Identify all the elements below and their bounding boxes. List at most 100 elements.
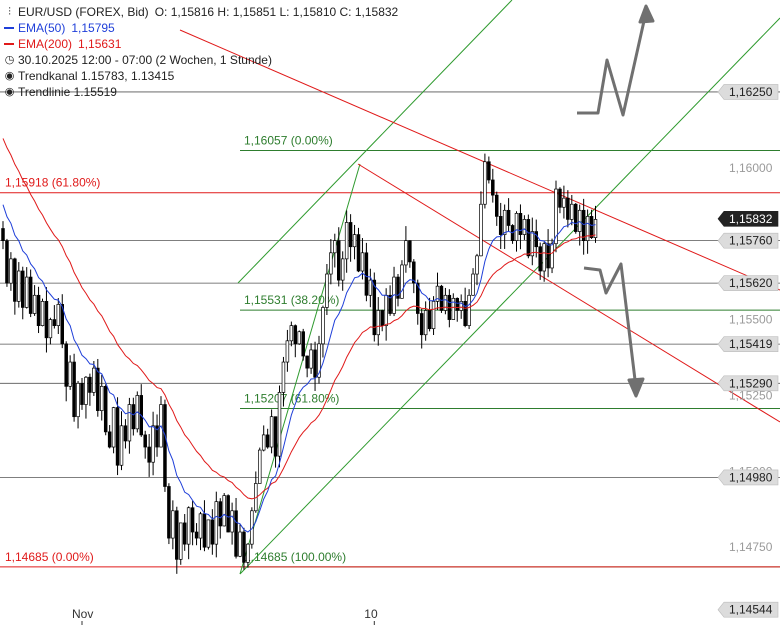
legend-trendlinie-row[interactable]: ◉ Trendlinie 1.15519 bbox=[4, 84, 398, 100]
candle-body bbox=[44, 301, 49, 339]
candle-body bbox=[577, 209, 582, 232]
legend-trendkanal: Trendkanal 1.15783, 1.13415 bbox=[18, 69, 175, 83]
legend-ema50-row[interactable]: EMA(50) 1,15795 bbox=[4, 20, 398, 36]
scenario-arrow-up bbox=[577, 4, 655, 117]
legend-trendkanal-row[interactable]: ◉ Trendkanal 1.15783, 1.13415 bbox=[4, 68, 398, 84]
ema200-line bbox=[2, 138, 596, 500]
candle-body bbox=[80, 382, 84, 405]
price-tag-label: 1,15832 bbox=[729, 212, 773, 226]
candle-body bbox=[206, 519, 211, 548]
candle-body bbox=[396, 276, 400, 299]
candle-body bbox=[502, 209, 507, 235]
candle-body bbox=[491, 179, 495, 196]
ema50-label: EMA(50) bbox=[18, 21, 66, 35]
candle-body bbox=[301, 331, 305, 357]
fib-level-label: 1,15531 (38.20%) bbox=[244, 293, 339, 307]
candle-body bbox=[570, 203, 574, 220]
candle-body bbox=[60, 304, 64, 345]
candle-body bbox=[107, 431, 112, 448]
candle-body bbox=[416, 282, 420, 314]
candle-body bbox=[143, 434, 147, 448]
price-tag-label: 1,15760 bbox=[729, 234, 773, 248]
candle-body bbox=[534, 231, 538, 248]
ema50-value: 1,15795 bbox=[71, 21, 115, 35]
candle-body bbox=[194, 531, 199, 539]
candles-group bbox=[1, 153, 598, 574]
candle-body bbox=[230, 510, 234, 533]
candle-body bbox=[423, 310, 428, 336]
candle-body bbox=[455, 297, 460, 311]
trendline-upper bbox=[179, 29, 780, 291]
candle-body bbox=[115, 407, 120, 466]
candle-body bbox=[297, 331, 302, 345]
candle-body bbox=[317, 343, 321, 378]
candle-body bbox=[5, 240, 9, 284]
candle-body bbox=[344, 222, 349, 260]
candle-body bbox=[329, 252, 333, 275]
candle-body bbox=[175, 510, 179, 560]
candle-body bbox=[155, 425, 159, 448]
price-tag-label: 1,14544 bbox=[729, 603, 773, 617]
ema50-swatch bbox=[4, 27, 14, 29]
candle-body bbox=[32, 294, 37, 314]
candle-body bbox=[48, 319, 53, 339]
candle-body bbox=[581, 209, 586, 242]
candle-body bbox=[68, 361, 72, 387]
price-tag-label: 1,15620 bbox=[729, 276, 773, 290]
legend-ema200-row[interactable]: EMA(200) 1,15631 bbox=[4, 36, 398, 52]
candle-body bbox=[538, 246, 542, 272]
candle-body bbox=[463, 301, 467, 326]
candle-body bbox=[163, 404, 167, 487]
candle-body bbox=[261, 434, 266, 451]
candle-body bbox=[210, 519, 215, 545]
candle-body bbox=[186, 507, 191, 545]
candle-body bbox=[305, 355, 309, 369]
y-axis-label: 1,16000 bbox=[729, 161, 773, 175]
candle-body bbox=[384, 294, 388, 326]
candle-body bbox=[546, 243, 550, 269]
candle-body bbox=[348, 222, 353, 248]
candle-body bbox=[40, 301, 45, 326]
candle-body bbox=[585, 216, 590, 242]
trendline-lower bbox=[357, 163, 780, 423]
candle-body bbox=[467, 294, 471, 326]
red-level-label: 1,14685 (0.00%) bbox=[5, 550, 94, 564]
candle-body bbox=[554, 188, 558, 245]
candle-body bbox=[9, 258, 13, 284]
candle-body bbox=[309, 349, 313, 369]
channel-connector-line bbox=[239, 163, 361, 575]
candle-body bbox=[222, 495, 226, 527]
candle-body bbox=[514, 212, 519, 242]
candle-body bbox=[522, 219, 527, 235]
candle-body bbox=[281, 361, 286, 393]
candle-body bbox=[293, 325, 298, 345]
candle-body bbox=[550, 243, 554, 269]
candle-body bbox=[250, 510, 254, 545]
candle-body bbox=[325, 273, 329, 308]
legend-symbol: EUR/USD (FOREX, Bid) bbox=[18, 5, 149, 19]
candle-body bbox=[372, 279, 377, 336]
candlestick-icon: ⫶ bbox=[8, 6, 11, 18]
candle-body bbox=[226, 495, 230, 533]
candle-body bbox=[340, 258, 345, 281]
candle-body bbox=[427, 310, 432, 330]
price-tag bbox=[717, 375, 779, 392]
candle-body bbox=[24, 276, 29, 308]
scenario-arrow-down bbox=[583, 262, 645, 398]
y-axis-label: 1,15500 bbox=[729, 313, 773, 327]
price-tag-label: 1,16250 bbox=[729, 85, 773, 99]
legend-period-row: ◷ 30.10.2025 12:00 - 07:00 (2 Wochen, 1 … bbox=[4, 52, 398, 68]
candle-body bbox=[321, 307, 325, 345]
price-tag-label: 1,15290 bbox=[729, 376, 773, 390]
candle-body bbox=[487, 161, 491, 181]
scenario-arrow-up-path bbox=[577, 11, 648, 117]
candle-body bbox=[273, 416, 278, 457]
price-tag bbox=[717, 601, 779, 618]
candle-body bbox=[36, 294, 41, 326]
candle-body bbox=[76, 382, 80, 418]
x-axis-tick-label: 10 bbox=[364, 607, 378, 621]
price-tag bbox=[717, 336, 779, 352]
candle-body bbox=[412, 261, 416, 284]
candle-body bbox=[368, 279, 373, 296]
